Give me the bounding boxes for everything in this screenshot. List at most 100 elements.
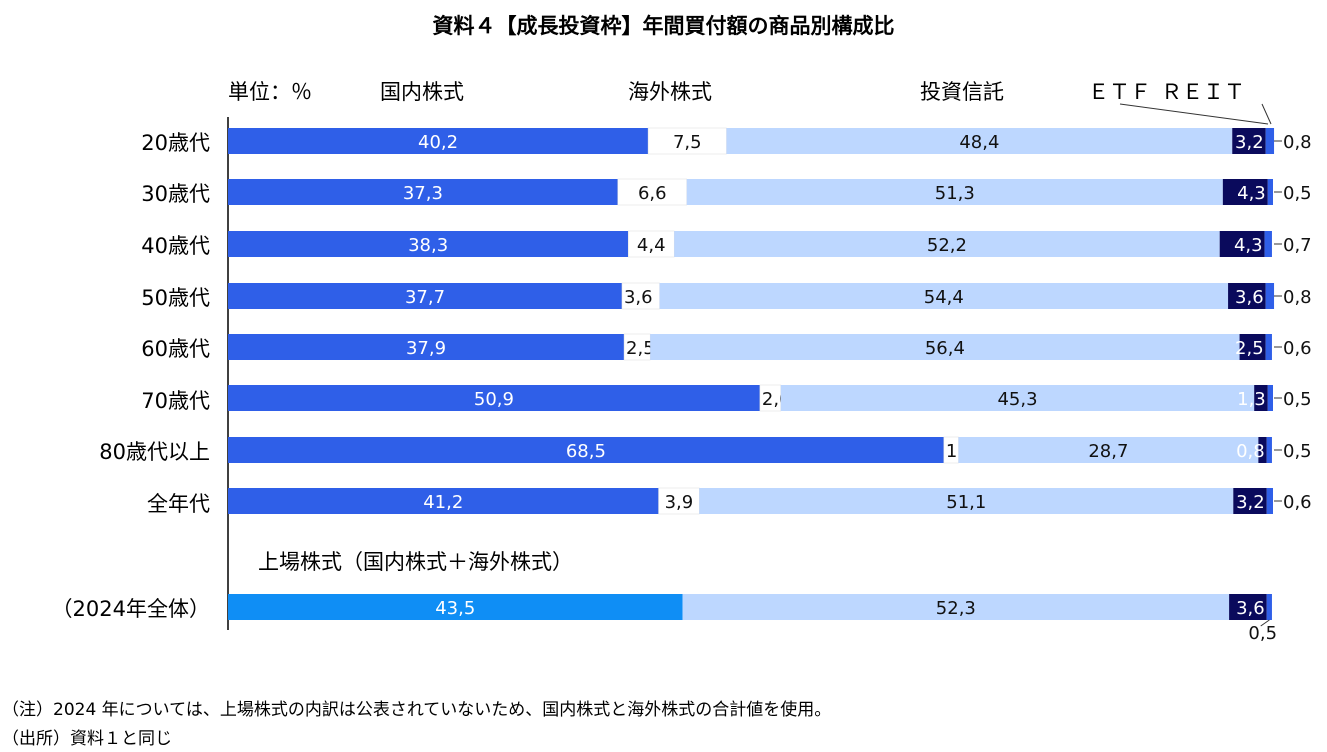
bar-etf-row-2 bbox=[1219, 231, 1265, 257]
data-label-etf-row-5: 1,3 bbox=[1237, 389, 1266, 410]
row-label-70s: 70歳代 bbox=[141, 389, 210, 413]
bar-foreign-row-2 bbox=[627, 230, 675, 258]
bar-reit-row-4 bbox=[1265, 334, 1272, 360]
data-label-reit-row-6: 0,5 bbox=[1283, 441, 1312, 462]
bars-layer: 40,2 7,5 48,4 3,2 0,8 37,3 6,6 51,3 4,3 0,5 38,3 4,… bbox=[228, 103, 1312, 644]
data-label-reit-row-5: 0,5 bbox=[1283, 389, 1312, 410]
bar-domestic-row-0 bbox=[228, 128, 649, 154]
data-label-listed-row-8: 43,5 bbox=[435, 598, 475, 619]
data-label-etf-row-2: 4,3 bbox=[1234, 235, 1263, 256]
bar-foreign-row-0 bbox=[647, 127, 727, 155]
data-label-trust-row-3: 54,4 bbox=[924, 287, 964, 308]
data-label-reit-row-4: 0,6 bbox=[1283, 338, 1312, 359]
data-label-reit-row-7: 0,6 bbox=[1283, 492, 1312, 513]
bar-trust-row-3 bbox=[659, 283, 1229, 309]
bar-etf-row-1 bbox=[1222, 179, 1268, 205]
bar-domestic-row-7 bbox=[228, 488, 659, 514]
row-label-40s: 40歳代 bbox=[141, 234, 210, 258]
row-label-2024-total: （2024年全体） bbox=[51, 597, 210, 621]
data-label-trust-row-8: 52,3 bbox=[936, 598, 976, 619]
bar-reit-row-5 bbox=[1267, 385, 1273, 411]
bar-foreign-row-4 bbox=[623, 333, 651, 361]
data-label-domestic-row-7: 41,2 bbox=[423, 492, 463, 513]
data-label-etf-row-6: 0,8 bbox=[1236, 441, 1265, 462]
data-label-etf-row-1: 4,3 bbox=[1237, 183, 1266, 204]
bar-foreign-row-7 bbox=[658, 487, 700, 515]
bar-reit-row-1 bbox=[1267, 179, 1273, 205]
chart-title: 資料４【成長投資枠】年間買付額の商品別構成比 bbox=[432, 14, 895, 38]
data-label-reit-row-2: 0,7 bbox=[1283, 235, 1312, 256]
row-label-60s: 60歳代 bbox=[141, 337, 210, 361]
legend-foreign-stocks: 海外株式 bbox=[628, 80, 712, 104]
bar-etf-row-0 bbox=[1232, 128, 1266, 154]
bar-etf-row-5 bbox=[1254, 385, 1268, 411]
legend-leader-line-reit bbox=[1261, 103, 1272, 125]
unit-label: 単位：％ bbox=[228, 80, 312, 104]
data-label-etf-row-7: 3,2 bbox=[1236, 492, 1265, 513]
bar-etf-row-3 bbox=[1228, 283, 1266, 309]
bar-trust-row-2 bbox=[674, 231, 1220, 257]
data-label-trust-row-7: 51,1 bbox=[946, 492, 986, 513]
bar-reit-row-0 bbox=[1265, 128, 1275, 154]
bar-domestic-row-2 bbox=[228, 231, 629, 257]
legend-etf-reit: ＥＴＦ ＲＥＩＴ bbox=[1088, 76, 1245, 106]
data-label-reit-row-1: 0,5 bbox=[1283, 183, 1312, 204]
legend-reit: ＲＥＩＴ bbox=[1161, 80, 1245, 104]
bar-reit-row-2 bbox=[1264, 231, 1272, 257]
bar-listed-row-8 bbox=[228, 594, 683, 620]
data-label-foreign-row-7: 3,9 bbox=[665, 492, 694, 513]
bar-etf-row-4 bbox=[1239, 334, 1266, 360]
footnote: （注）2024 年については、上場株式の内訳は公表されていないため、国内株式と海… bbox=[2, 700, 832, 720]
data-label-etf-row-3: 3,6 bbox=[1235, 287, 1264, 308]
data-label-domestic-row-3: 37,7 bbox=[405, 287, 445, 308]
data-label-domestic-row-4: 37,9 bbox=[406, 338, 446, 359]
bar-trust-row-1 bbox=[686, 179, 1223, 205]
data-label-domestic-row-0: 40,2 bbox=[418, 132, 458, 153]
data-label-trust-row-4: 56,4 bbox=[925, 338, 965, 359]
data-label-domestic-row-1: 37,3 bbox=[403, 183, 443, 204]
listed-stocks-caption: 上場株式（国内株式＋海外株式） bbox=[258, 550, 573, 574]
data-label-reit-row-0: 0,8 bbox=[1283, 132, 1312, 153]
row-label-30s: 30歳代 bbox=[141, 182, 210, 206]
bar-etf-row-7 bbox=[1233, 488, 1267, 514]
data-label-reit-row-3: 0,8 bbox=[1283, 287, 1312, 308]
bar-domestic-row-4 bbox=[228, 334, 625, 360]
bar-trust-row-5 bbox=[780, 385, 1255, 411]
bar-trust-row-6 bbox=[958, 437, 1259, 463]
bar-domestic-row-1 bbox=[228, 179, 618, 205]
data-label-foreign-row-1: 6,6 bbox=[638, 183, 667, 204]
bar-trust-row-4 bbox=[650, 334, 1240, 360]
data-label-trust-row-2: 52,2 bbox=[927, 235, 967, 256]
data-label-domestic-row-2: 38,3 bbox=[408, 235, 448, 256]
bar-foreign-row-3 bbox=[621, 282, 660, 310]
row-label-20s: 20歳代 bbox=[141, 131, 210, 155]
legend-leader-line bbox=[1119, 103, 1269, 125]
bar-etf-row-8 bbox=[1229, 594, 1267, 620]
data-label-domestic-row-6: 68,5 bbox=[566, 441, 606, 462]
row-label-all-ages: 全年代 bbox=[147, 492, 210, 516]
data-label-trust-row-0: 48,4 bbox=[959, 132, 999, 153]
bar-trust-row-7 bbox=[699, 488, 1234, 514]
data-label-domestic-row-5: 50,9 bbox=[474, 389, 514, 410]
bar-reit-row-7 bbox=[1266, 488, 1273, 514]
reit-leader-row-8 bbox=[1260, 619, 1270, 627]
legend-domestic-stocks: 国内株式 bbox=[380, 80, 464, 104]
data-label-reit-row-8: 0,5 bbox=[1248, 623, 1277, 644]
source-note: （出所）資料１と同じ bbox=[2, 729, 172, 749]
bar-trust-row-0 bbox=[726, 128, 1233, 154]
row-label-50s: 50歳代 bbox=[141, 286, 210, 310]
legend-etf: ＥＴＦ bbox=[1088, 80, 1151, 104]
bar-domestic-row-6 bbox=[228, 437, 944, 463]
data-label-foreign-row-3: 3,6 bbox=[624, 287, 653, 308]
row-label-80s-plus: 80歳代以上 bbox=[99, 440, 210, 464]
bar-domestic-row-5 bbox=[228, 385, 760, 411]
bar-reit-row-6 bbox=[1266, 437, 1272, 463]
data-label-etf-row-0: 3,2 bbox=[1235, 132, 1264, 153]
bar-reit-row-8 bbox=[1266, 594, 1272, 620]
data-label-etf-row-4: 2,5 bbox=[1235, 338, 1264, 359]
bar-foreign-row-1 bbox=[617, 178, 688, 206]
data-label-trust-row-1: 51,3 bbox=[935, 183, 975, 204]
data-label-foreign-row-0: 7,5 bbox=[673, 132, 702, 153]
data-label-foreign-row-4: 2,5 bbox=[626, 338, 655, 359]
